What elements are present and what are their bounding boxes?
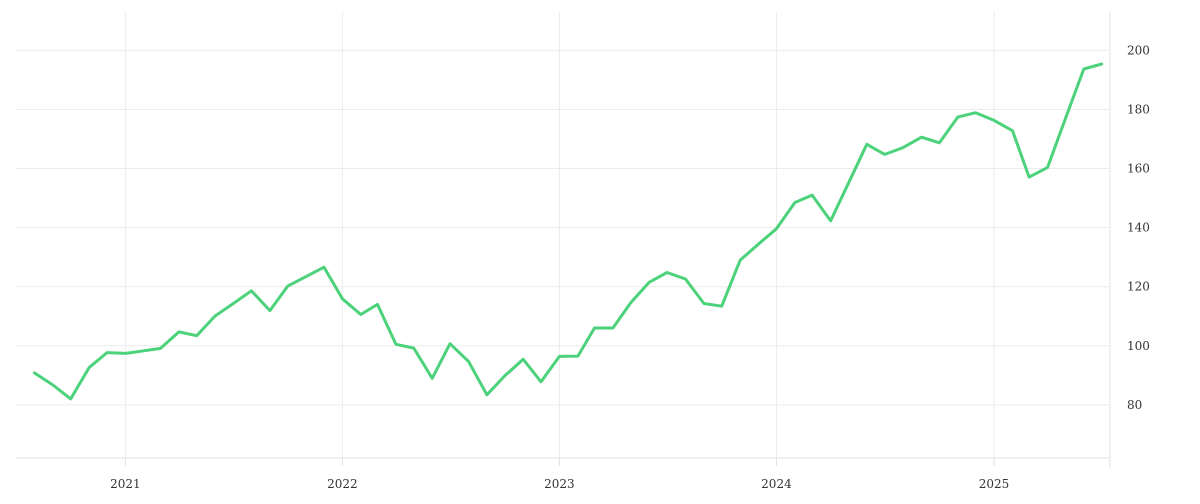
x-tick-label: 2023 xyxy=(544,477,575,491)
y-tick-label: 160 xyxy=(1127,162,1150,176)
grid-lines xyxy=(16,12,1110,458)
x-tick-label: 2025 xyxy=(979,477,1010,491)
y-tick-label: 80 xyxy=(1127,398,1142,412)
x-tick-label: 2021 xyxy=(110,477,141,491)
y-tick-label: 100 xyxy=(1127,339,1150,353)
tick-labels: 80 100 120 140 160 180 200 2021 2022 2023 2024 2025 xyxy=(110,43,1150,491)
series-line xyxy=(32,62,1104,401)
y-tick-label: 200 xyxy=(1127,43,1150,57)
y-tick-label: 140 xyxy=(1127,221,1150,235)
axes xyxy=(16,12,1111,468)
x-tick-label: 2022 xyxy=(327,477,358,491)
x-tick-label: 2024 xyxy=(761,477,792,491)
series-layer xyxy=(32,62,1104,401)
y-tick-label: 120 xyxy=(1127,280,1150,294)
y-tick-label: 180 xyxy=(1127,102,1150,116)
